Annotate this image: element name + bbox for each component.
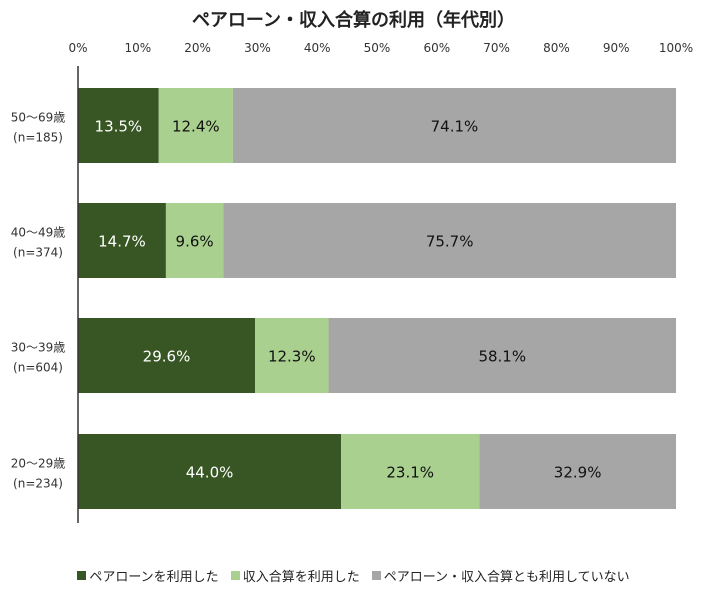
category-sub-label: (n=234) [13,477,63,491]
legend-swatch-neither [371,571,381,580]
chart-title: ペアローン・収入合算の利用（年代別） [191,10,516,31]
x-tick-label: 60% [423,41,450,55]
bar-segment [223,203,676,278]
category-label: 50～69歳 [11,111,66,125]
data-label: 75.7% [426,233,474,251]
x-tick-label: 30% [244,41,271,55]
x-tick-label: 90% [603,41,630,55]
x-tick-label: 0% [68,41,87,55]
data-label: 12.4% [172,118,220,136]
data-label: 12.3% [268,348,316,366]
bar-segment [232,88,676,163]
data-label: 14.7% [98,233,146,251]
legend-label-neither: ペアローン・収入合算とも利用していない [383,570,630,585]
legend-item-income-combined: 収入合算を利用した [230,566,360,585]
data-label: 44.0% [186,464,234,482]
data-label: 32.9% [554,464,602,482]
bar-segment [78,203,166,278]
bar-segment [158,88,233,163]
bar-segment [255,318,329,393]
x-tick-label: 80% [543,41,570,55]
legend-label-pair-loan: ペアローンを利用した [89,570,219,585]
bar-segment [78,318,256,393]
x-tick-label: 70% [483,41,510,55]
legend: ペアローンを利用した 収入合算を利用した ペアローン・収入合算とも利用していない [0,566,707,585]
bar-segment [165,203,224,278]
category-sub-label: (n=185) [13,131,63,145]
bar-segment [78,88,159,163]
x-tick-label: 40% [304,41,331,55]
data-label: 23.1% [386,464,434,482]
legend-swatch-income-combined [230,571,240,580]
category-label: 20～29歳 [11,457,66,471]
x-tick-label: 20% [184,41,211,55]
data-label: 9.6% [176,233,214,251]
legend-swatch-pair-loan [77,571,87,580]
data-label: 74.1% [431,118,479,136]
x-tick-label: 10% [124,41,151,55]
data-label: 29.6% [143,348,191,366]
x-tick-label: 100% [659,41,693,55]
category-sub-label: (n=604) [13,361,63,375]
bar-segment [479,434,676,509]
legend-item-neither: ペアローン・収入合算とも利用していない [371,566,630,585]
data-label: 13.5% [95,118,143,136]
legend-label-income-combined: 収入合算を利用した [242,570,360,585]
data-label: 58.1% [478,348,526,366]
x-tick-label: 50% [364,41,391,55]
bar-segment [328,318,676,393]
legend-item-pair-loan: ペアローンを利用した [77,566,219,585]
category-label: 30～39歳 [11,341,66,355]
category-label: 40～49歳 [11,226,66,240]
bar-segment [341,434,480,509]
bar-segment [78,434,342,509]
category-sub-label: (n=374) [13,246,63,260]
